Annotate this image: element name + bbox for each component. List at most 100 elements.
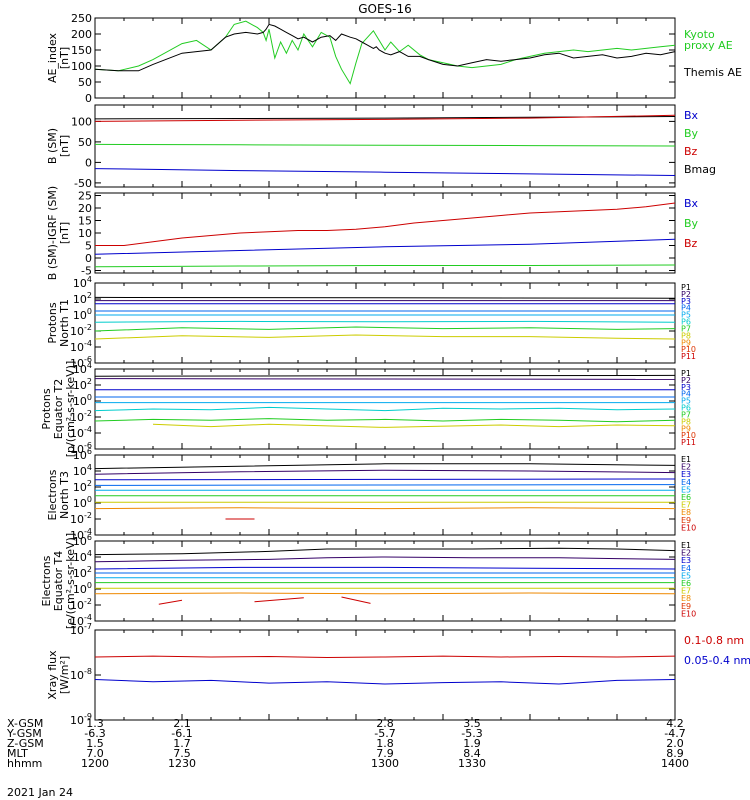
x-row-value: -6.3 xyxy=(84,727,105,740)
y-tick-label: 100 xyxy=(71,115,92,128)
legend-item: E2 xyxy=(681,463,691,472)
legend-item: E9 xyxy=(681,602,691,611)
y-axis-label: ProtonsNorth T1 xyxy=(46,299,71,347)
legend-item: E10 xyxy=(681,523,696,532)
x-row-value: 8.9 xyxy=(666,747,684,760)
x-row-value: -6.1 xyxy=(171,727,192,740)
legend-item: P8 xyxy=(681,417,691,426)
panel-frame xyxy=(94,629,676,721)
y-tick-label: 10-2 xyxy=(70,511,92,526)
x-row-value: 1.5 xyxy=(86,737,104,750)
x-row-value: 2.8 xyxy=(376,717,394,730)
legend-item: E9 xyxy=(681,516,691,525)
x-row-value: 1.7 xyxy=(173,737,191,750)
x-row-label: Y-GSM xyxy=(6,727,42,740)
y-tick-label: 10-2 xyxy=(70,323,92,338)
legend-item: P4 xyxy=(681,390,691,399)
y-axis-label: B (SM)[nT] xyxy=(46,128,71,164)
x-axis-labels: X-GSM 1.3 2.1 2.8 3.5 4.2 Y-GSM -6.3 -6.1 -5.7 -5.… xyxy=(6,717,689,770)
x-row-value: 1300 xyxy=(371,757,399,770)
y-axis-label: AE_index[nT] xyxy=(46,32,71,83)
legend-item: E3 xyxy=(681,556,691,565)
x-row-label: MLT xyxy=(7,747,28,760)
y-tick-label: 0 xyxy=(85,92,92,105)
x-row-label: X-GSM xyxy=(7,717,43,730)
y-axis-label: ElectronsNorth T3 xyxy=(46,469,71,520)
legend-item: By xyxy=(684,217,699,230)
series-e10c xyxy=(341,596,371,604)
legend-item: E7 xyxy=(681,587,691,596)
series-kyoto-proxy-ae xyxy=(94,20,676,85)
y-axis-label: B (SM)-IGRF (SM)[nT] xyxy=(46,186,71,280)
legend-item: P1 xyxy=(681,369,691,378)
x-row-value: 8.4 xyxy=(463,747,481,760)
y-axis-label: Xray flux[W/m²] xyxy=(46,650,71,700)
series-e10b xyxy=(254,597,304,603)
y-tick-label: 25 xyxy=(78,190,92,203)
x-row-value: 1.8 xyxy=(376,737,394,750)
y-tick-label: 102 xyxy=(73,479,92,494)
legend-item: P9 xyxy=(681,338,691,347)
series-e2 xyxy=(94,556,676,563)
x-row-value: -5.3 xyxy=(461,727,482,740)
y-tick-label: 10-7 xyxy=(70,622,92,637)
chart-title: GOES-16 xyxy=(358,2,412,16)
y-tick-label: 50 xyxy=(78,76,92,89)
legend-item: E4 xyxy=(681,478,691,487)
series-e3 xyxy=(94,566,676,570)
x-row-value: 3.5 xyxy=(463,717,481,730)
legend-item: E8 xyxy=(681,594,691,603)
y-axis-label: ProtonsEquator T2[p/(cm²-s-sr-keV)] xyxy=(40,361,77,458)
legend-item: P11 xyxy=(681,352,696,361)
y-tick-label: 100 xyxy=(71,60,92,73)
x-row-value: 7.0 xyxy=(86,747,104,760)
legend-item: P9 xyxy=(681,424,691,433)
series-0-05-0-4-nm xyxy=(94,679,676,685)
y-tick-label: 250 xyxy=(71,12,92,25)
series-themis-ae xyxy=(94,23,676,72)
x-row-value: 1.9 xyxy=(463,737,481,750)
legend-item: E3 xyxy=(681,470,691,479)
y-tick-label: 200 xyxy=(71,28,92,41)
legend-item: E5 xyxy=(681,485,691,494)
series-0-1-0-8-nm xyxy=(94,655,676,659)
series-p7 xyxy=(94,418,676,423)
legend-item: 0.05-0.4 nm xyxy=(684,654,750,667)
panel-frame xyxy=(94,192,676,274)
y-tick-label: 20 xyxy=(78,202,92,215)
series-e10 xyxy=(158,599,183,605)
legend-item: Bz xyxy=(684,237,698,250)
x-row-value: 1330 xyxy=(458,757,486,770)
legend-item: E1 xyxy=(681,455,691,464)
series-bz xyxy=(95,202,676,246)
x-row-value: 7.9 xyxy=(376,747,394,760)
x-row-label: Z-GSM xyxy=(7,737,44,750)
legend-item: Kyoto proxy AE xyxy=(684,28,733,52)
legend-item: P4 xyxy=(681,304,691,313)
legend-item: P7 xyxy=(681,324,691,333)
x-row-value: 4.2 xyxy=(666,717,684,730)
y-axis-label: ElectronsEquator T4[e/(cm²-s-sr-keV)] xyxy=(40,533,77,629)
legend-item: P1 xyxy=(681,283,691,292)
legend-item: P5 xyxy=(681,397,691,406)
series-e2 xyxy=(94,469,676,475)
series-p7 xyxy=(94,326,676,332)
series-e1 xyxy=(94,463,676,470)
legend-item: Bmag xyxy=(684,163,716,176)
series-by xyxy=(94,143,676,147)
legend-item: E10 xyxy=(681,609,696,618)
x-row-value: 7.5 xyxy=(173,747,191,760)
panel-frame xyxy=(94,540,676,622)
x-row-value: 2.0 xyxy=(666,737,684,750)
x-row-value: 1200 xyxy=(81,757,109,770)
y-tick-label: 15 xyxy=(78,215,92,228)
series-bx xyxy=(94,238,676,255)
legend-item: By xyxy=(684,127,699,140)
date-label: 2021 Jan 24 xyxy=(7,786,73,799)
legend-item: E2 xyxy=(681,549,691,558)
